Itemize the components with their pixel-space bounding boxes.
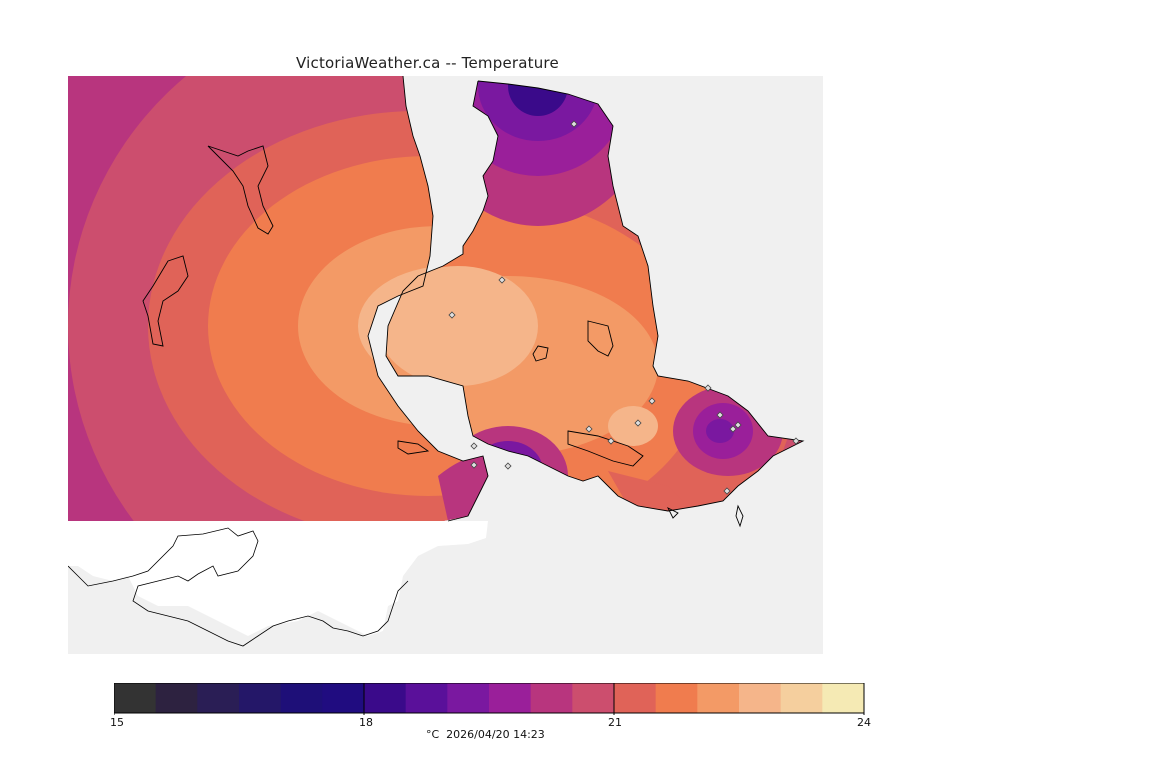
colorbar (114, 683, 865, 715)
station-marker-10[interactable] (585, 425, 593, 433)
colorbar-cell-9 (489, 683, 532, 713)
colorbar-cell-8 (447, 683, 490, 713)
colorbar-cell-4 (280, 683, 323, 713)
colorbar-cell-1 (155, 683, 198, 713)
station-marker-4[interactable] (704, 384, 712, 392)
southern-landmass (68, 521, 488, 636)
station-marker-8[interactable] (729, 425, 737, 433)
colorbar-cell-3 (239, 683, 282, 713)
station-marker-11[interactable] (607, 437, 615, 445)
station-marker-16[interactable] (792, 437, 800, 445)
colorbar-tick-18: 18 (359, 716, 373, 729)
station-marker-6[interactable] (716, 411, 724, 419)
station-marker-3[interactable] (448, 311, 456, 319)
colorbar-cell-5 (322, 683, 365, 713)
colorbar-cell-16 (780, 683, 823, 713)
station-marker-2[interactable] (498, 276, 506, 284)
southern-coastline (68, 527, 409, 647)
colorbar-cell-6 (364, 683, 407, 713)
station-marker-5[interactable] (648, 397, 656, 405)
station-marker-1[interactable] (570, 120, 578, 128)
colorbar-cell-2 (197, 683, 240, 713)
temperature-map (68, 76, 823, 654)
colorbar-tick-15: 15 (110, 716, 124, 729)
colorbar-cell-0 (114, 683, 157, 713)
station-marker-13[interactable] (470, 461, 478, 469)
colorbar-cell-12 (614, 683, 657, 713)
colorbar-label: °C 2026/04/20 14:23 (426, 728, 545, 741)
colorbar-tick-24: 24 (857, 716, 871, 729)
colorbar-cell-11 (572, 683, 615, 713)
station-marker-7[interactable] (734, 421, 742, 429)
colorbar-cell-17 (822, 683, 865, 713)
colorbar-cell-13 (655, 683, 698, 713)
station-marker-12[interactable] (470, 442, 478, 450)
colorbar-cell-10 (530, 683, 573, 713)
station-marker-14[interactable] (504, 462, 512, 470)
colorbar-tick-21: 21 (608, 716, 622, 729)
weather-stations (448, 120, 800, 495)
colorbar-cell-7 (405, 683, 448, 713)
station-marker-9[interactable] (634, 419, 642, 427)
coastlines (142, 76, 805, 528)
colorbar-cell-14 (697, 683, 740, 713)
chart-title: VictoriaWeather.ca -- Temperature (296, 54, 559, 72)
colorbar-cell-15 (739, 683, 782, 713)
station-marker-15[interactable] (723, 487, 731, 495)
